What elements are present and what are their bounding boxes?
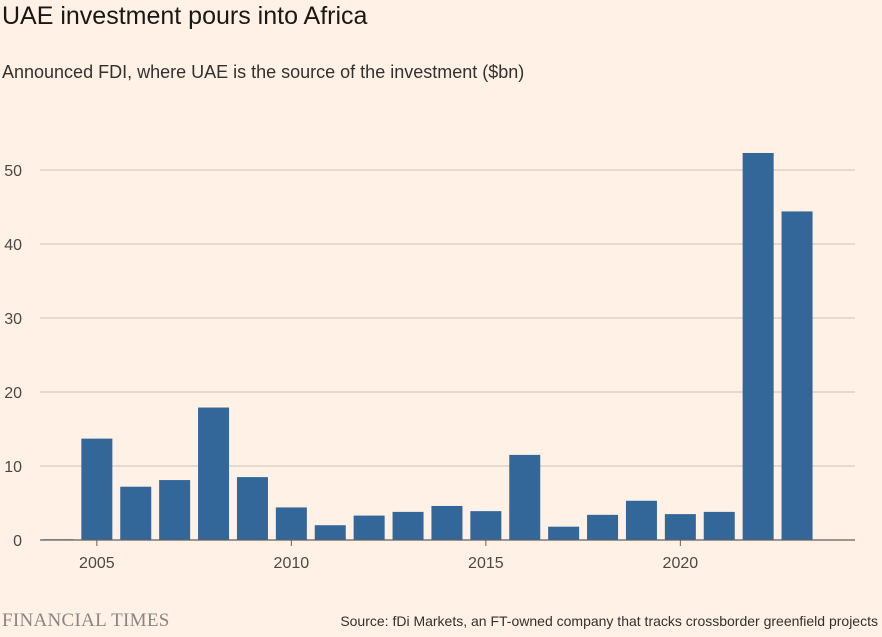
y-tick-label-50: 50 [4, 163, 22, 180]
bar-2015 [470, 511, 502, 540]
y-tick-label-10: 10 [4, 459, 22, 476]
bar-2011 [314, 525, 346, 540]
bar-2010 [275, 507, 307, 540]
bar-2008 [198, 407, 230, 540]
bar-2013 [392, 511, 424, 540]
x-tick-label-2005: 2005 [79, 555, 115, 572]
bar-2006 [120, 486, 152, 540]
y-tick-label-0: 0 [13, 533, 22, 550]
bars [42, 152, 813, 541]
gridlines [40, 169, 855, 467]
x-axis-tick-labels: 2005 2010 2015 2020 [79, 555, 698, 572]
bar-2022 [742, 152, 774, 541]
x-tick-label-2010: 2010 [274, 555, 310, 572]
bar-2018 [587, 514, 619, 540]
chart-subtitle: Announced FDI, where UAE is the source o… [2, 62, 525, 82]
y-tick-label-20: 20 [4, 385, 22, 402]
ft-logo: FINANCIAL TIMES [2, 610, 170, 631]
bar-2009 [236, 477, 268, 540]
x-axis [40, 539, 855, 546]
bar-2012 [353, 515, 385, 540]
bar-2021 [703, 511, 735, 540]
bar-2005 [81, 438, 113, 540]
bar-2014 [431, 505, 463, 540]
bar-2019 [625, 500, 657, 540]
bar-2017 [548, 526, 580, 540]
x-tick-label-2020: 2020 [663, 555, 699, 572]
y-tick-label-30: 30 [4, 311, 22, 328]
source-note: Source: fDi Markets, an FT-owned company… [340, 613, 878, 629]
bar-2023 [781, 211, 813, 540]
bar-2020 [664, 514, 696, 540]
x-tick-label-2015: 2015 [468, 555, 504, 572]
bar-2007 [159, 480, 191, 540]
y-tick-label-40: 40 [4, 237, 22, 254]
chart-title: UAE investment pours into Africa [2, 2, 368, 30]
y-axis-tick-labels: 0 10 20 30 40 50 [4, 163, 22, 550]
bar-2016 [509, 454, 541, 540]
